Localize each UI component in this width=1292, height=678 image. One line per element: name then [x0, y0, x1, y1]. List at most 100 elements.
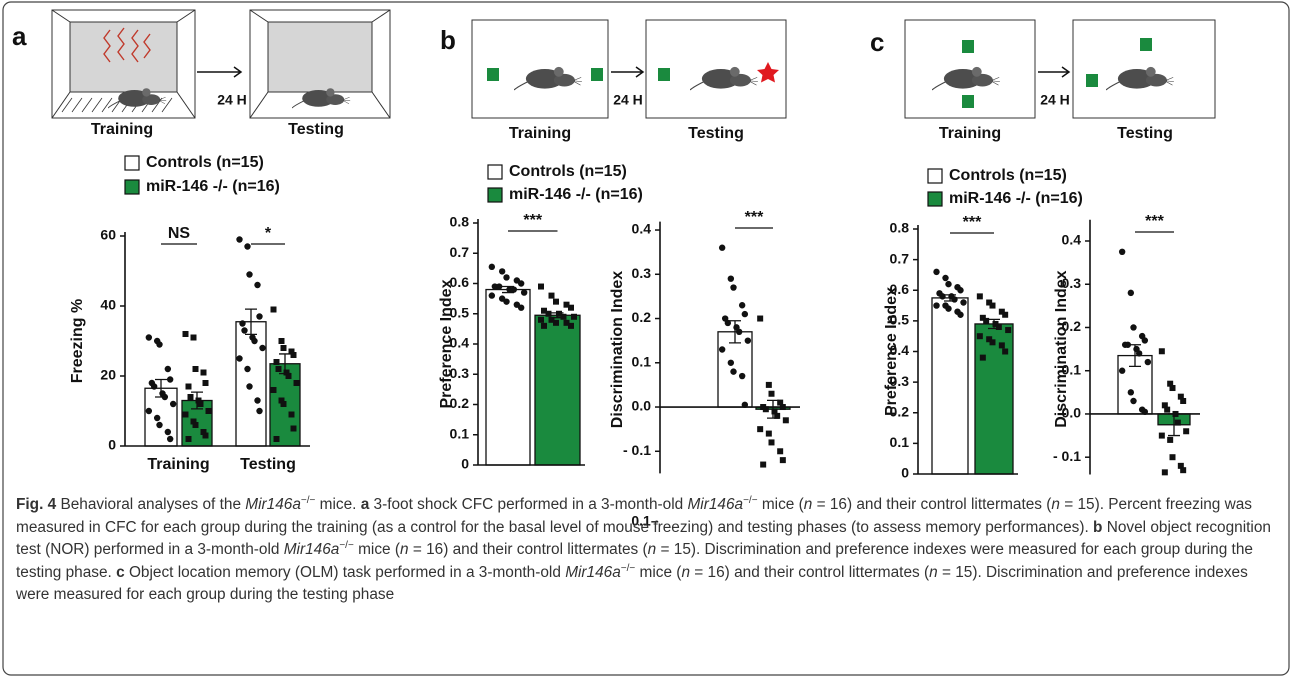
data-point — [1142, 337, 1148, 343]
data-point — [291, 352, 297, 358]
data-point — [1002, 312, 1008, 318]
y-tick-label: 0.8 — [450, 214, 470, 230]
x-tick-label: Training — [147, 456, 209, 473]
y-tick-label: 0.1 — [632, 353, 652, 369]
data-point — [766, 431, 772, 437]
data-point — [739, 302, 745, 308]
y-tick-label: 0.0 — [632, 398, 652, 414]
y-tick-label: - 0.1 — [623, 442, 651, 458]
data-point — [1164, 407, 1170, 413]
schematic-label: Training — [939, 125, 1001, 142]
data-point — [183, 331, 189, 337]
data-point — [254, 282, 260, 288]
data-point — [1175, 420, 1181, 426]
interval-label: 24 H — [217, 92, 247, 108]
data-point — [489, 264, 495, 270]
data-point — [541, 323, 547, 329]
x-tick-label: Testing — [240, 456, 296, 473]
data-point — [1136, 350, 1142, 356]
legend-label: miR-146 -/- (n=16) — [949, 190, 1083, 207]
data-point — [274, 359, 280, 365]
caption-run: Mir146a — [284, 541, 340, 558]
figure: a Training 24 H Testing b Training 24 H … — [0, 0, 1292, 678]
data-point — [203, 380, 209, 386]
data-point — [1005, 327, 1011, 333]
legend-label: miR-146 -/- (n=16) — [509, 186, 643, 203]
data-point — [568, 305, 574, 311]
caption-run: = 16) and their control littermates ( — [690, 564, 929, 581]
arrow — [197, 67, 241, 77]
caption-run: n — [648, 541, 657, 558]
caption-run: Behavioral analyses of the — [56, 496, 245, 513]
significance-label: *** — [745, 209, 764, 226]
data-point — [499, 268, 505, 274]
caption-run: b — [1093, 519, 1102, 536]
data-point — [281, 401, 287, 407]
arrow — [611, 67, 643, 77]
schematic-label: Training — [509, 125, 571, 142]
y-axis-label: Discrimination Index — [609, 271, 626, 428]
object — [591, 68, 603, 81]
legend-swatch — [125, 180, 139, 194]
data-point — [719, 346, 725, 352]
caption-run: = 16) and their control littermates ( — [409, 541, 648, 558]
data-point — [769, 391, 775, 397]
bar — [535, 315, 580, 465]
data-point — [951, 296, 957, 302]
y-tick-label: 0.4 — [632, 221, 652, 237]
data-point — [780, 457, 786, 463]
data-point — [1180, 467, 1186, 473]
legend-swatch — [928, 169, 942, 183]
data-point — [1183, 428, 1189, 434]
data-point — [945, 305, 951, 311]
data-point — [1130, 324, 1136, 330]
y-tick-label: - 0.1 — [1053, 448, 1081, 464]
interval-label: 24 H — [613, 92, 643, 108]
data-point — [553, 320, 559, 326]
data-point — [757, 316, 763, 322]
y-tick-label: 0 — [108, 437, 116, 453]
data-point — [546, 311, 552, 317]
data-point — [203, 433, 209, 439]
data-point — [165, 366, 171, 372]
y-tick-label: 0.1 — [890, 434, 910, 450]
data-point — [236, 355, 242, 361]
data-point — [156, 422, 162, 428]
data-point — [256, 408, 262, 414]
data-point — [977, 333, 983, 339]
data-point — [1130, 398, 1136, 404]
caption-run: 3-foot shock CFC performed in a 3-month-… — [369, 496, 687, 513]
data-point — [151, 383, 157, 389]
y-tick-label: 60 — [100, 227, 116, 243]
data-point — [728, 276, 734, 282]
data-point — [561, 314, 567, 320]
y-tick-label: 0.3 — [632, 265, 652, 281]
data-point — [977, 293, 983, 299]
data-point — [766, 382, 772, 388]
y-tick-label: 40 — [100, 297, 116, 313]
data-point — [496, 283, 502, 289]
caption-run: Fig. 4 — [16, 496, 56, 513]
caption-run: mice ( — [635, 564, 681, 581]
data-point — [945, 281, 951, 287]
caption-run: n — [681, 564, 690, 581]
data-point — [239, 320, 245, 326]
legend-swatch — [488, 165, 502, 179]
data-point — [244, 243, 250, 249]
data-point — [201, 370, 207, 376]
y-axis-label: Discrimination Index — [1053, 270, 1070, 427]
data-point — [276, 366, 282, 372]
data-point — [289, 412, 295, 418]
object — [487, 68, 499, 81]
data-point — [518, 305, 524, 311]
data-point — [538, 284, 544, 290]
data-point — [254, 397, 260, 403]
data-point — [259, 345, 265, 351]
data-point — [745, 337, 751, 343]
data-point — [739, 373, 745, 379]
y-tick-label: 0.4 — [1062, 232, 1082, 248]
caption-run: Object location memory (OLM) task perfor… — [125, 564, 566, 581]
legend-swatch — [125, 156, 139, 170]
data-point — [279, 338, 285, 344]
data-point — [933, 269, 939, 275]
